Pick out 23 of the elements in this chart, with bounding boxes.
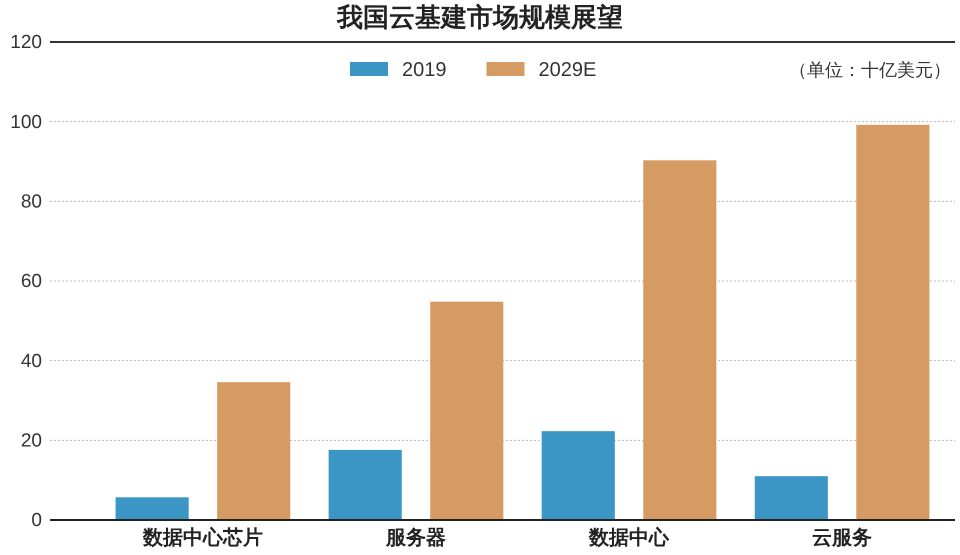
bar xyxy=(430,302,504,520)
y-tick-label: 20 xyxy=(20,430,42,452)
bar xyxy=(754,476,828,520)
bar xyxy=(116,497,189,520)
y-tick-label: 120 xyxy=(10,32,42,54)
legend-label: 2029E xyxy=(538,59,596,81)
y-tick-label: 60 xyxy=(20,271,42,292)
chart-title: 我国云基建市场规模展望 xyxy=(336,3,623,33)
y-tick-label: 0 xyxy=(31,510,42,532)
annotation: （单位：十亿美元） xyxy=(789,60,951,81)
x-tick-label: 数据中心芯片 xyxy=(142,526,263,550)
y-tick-label: 40 xyxy=(20,350,42,372)
x-tick-label: 数据中心 xyxy=(588,526,670,550)
bar xyxy=(217,382,290,520)
bar xyxy=(328,450,402,520)
bar xyxy=(856,124,930,520)
bar xyxy=(542,431,615,520)
bar xyxy=(643,160,716,520)
y-tick-label: 100 xyxy=(10,112,42,133)
y-tick-label: 80 xyxy=(20,191,42,212)
x-tick-label: 服务器 xyxy=(384,527,446,550)
x-tick-label: 云服务 xyxy=(812,527,872,550)
legend-label: 2019 xyxy=(402,59,446,81)
